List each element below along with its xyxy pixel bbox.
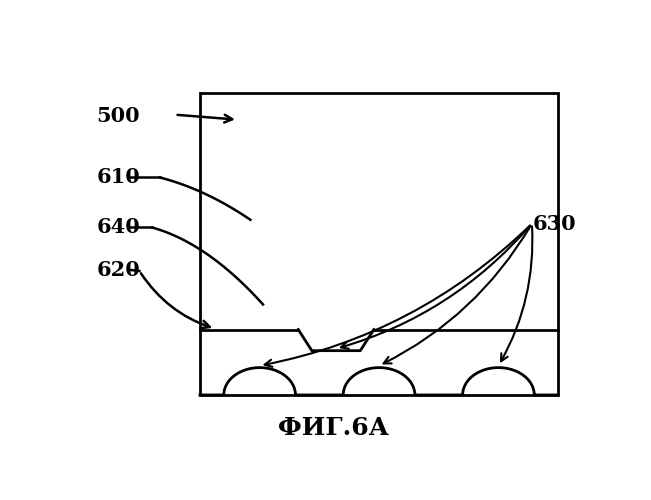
Text: 500: 500 xyxy=(96,106,140,126)
Text: 620: 620 xyxy=(96,260,140,280)
Bar xyxy=(200,92,558,395)
Text: 630: 630 xyxy=(533,214,577,234)
Text: 640: 640 xyxy=(96,218,140,238)
Text: ФИГ.6А: ФИГ.6А xyxy=(278,416,389,440)
Text: 610: 610 xyxy=(96,168,140,188)
